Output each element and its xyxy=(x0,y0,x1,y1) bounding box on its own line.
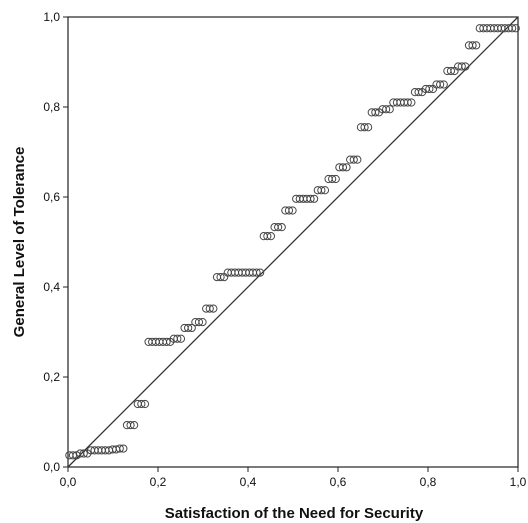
data-point xyxy=(328,174,337,184)
data-point xyxy=(130,421,139,430)
data-point xyxy=(162,337,171,346)
x-axis-title: Satisfaction of the Need for Security xyxy=(165,505,424,522)
data-point xyxy=(176,334,186,343)
x-tick-label: 0,0 xyxy=(60,475,77,489)
data-point xyxy=(446,66,456,76)
y-tick-label: 0,6 xyxy=(43,190,60,204)
y-tick-label: 0,8 xyxy=(43,100,60,114)
data-point xyxy=(126,421,135,430)
data-point xyxy=(353,155,362,164)
data-point xyxy=(382,105,391,114)
data-point xyxy=(288,206,297,215)
reference-line xyxy=(67,16,519,468)
x-tick-label: 0,2 xyxy=(150,475,167,489)
data-point xyxy=(317,186,326,195)
data-point xyxy=(256,268,265,277)
data-point xyxy=(194,318,204,327)
data-point xyxy=(457,62,466,71)
y-tick-label: 0,4 xyxy=(43,280,60,294)
data-point xyxy=(331,174,340,184)
data-point xyxy=(216,273,225,282)
data-point xyxy=(266,232,276,241)
data-point xyxy=(284,206,294,215)
data-point xyxy=(439,80,448,89)
x-tick-label: 0,6 xyxy=(330,475,347,489)
data-point xyxy=(137,399,146,409)
data-point xyxy=(320,186,330,195)
data-point xyxy=(508,24,517,33)
data-points-layer xyxy=(65,24,520,460)
data-point xyxy=(263,232,272,241)
data-point xyxy=(407,98,416,107)
y-tick-label: 0,2 xyxy=(43,370,60,384)
x-tick-label: 0,8 xyxy=(420,475,437,489)
x-tick-label: 1,0 xyxy=(510,475,527,489)
data-point xyxy=(342,163,351,172)
data-point xyxy=(414,88,423,97)
y-axis-ticks: 0,0 0,2 0,4 0,6 0,8 1,0 xyxy=(43,10,68,474)
data-point xyxy=(385,105,394,114)
data-point xyxy=(205,304,214,313)
data-point xyxy=(364,123,373,132)
data-point xyxy=(187,323,196,333)
reference-line-layer xyxy=(67,16,519,468)
data-point xyxy=(274,223,283,232)
data-point xyxy=(140,399,150,409)
y-axis-title: General Level of Tolerance xyxy=(11,147,28,338)
data-point xyxy=(209,304,218,313)
data-point xyxy=(371,108,380,117)
data-point xyxy=(119,444,128,453)
data-point xyxy=(468,41,477,50)
data-point xyxy=(403,98,412,107)
data-point xyxy=(338,163,348,172)
data-point xyxy=(277,223,286,232)
data-point xyxy=(360,123,369,132)
data-point xyxy=(472,41,481,50)
data-point xyxy=(425,84,434,94)
y-tick-label: 0,0 xyxy=(43,460,60,474)
data-point xyxy=(173,334,182,343)
x-tick-label: 0,4 xyxy=(240,475,257,489)
data-point xyxy=(115,444,124,453)
data-point xyxy=(198,318,207,327)
x-axis-ticks: 0,0 0,2 0,4 0,6 0,8 1,0 xyxy=(60,467,527,489)
data-point xyxy=(461,62,470,71)
data-point xyxy=(79,449,88,458)
y-tick-label: 1,0 xyxy=(43,10,60,24)
data-point xyxy=(184,323,193,333)
data-point xyxy=(310,194,319,203)
data-point xyxy=(511,24,520,33)
data-point xyxy=(436,80,445,89)
data-point xyxy=(252,268,261,277)
data-point xyxy=(306,194,315,203)
data-point xyxy=(349,155,358,164)
